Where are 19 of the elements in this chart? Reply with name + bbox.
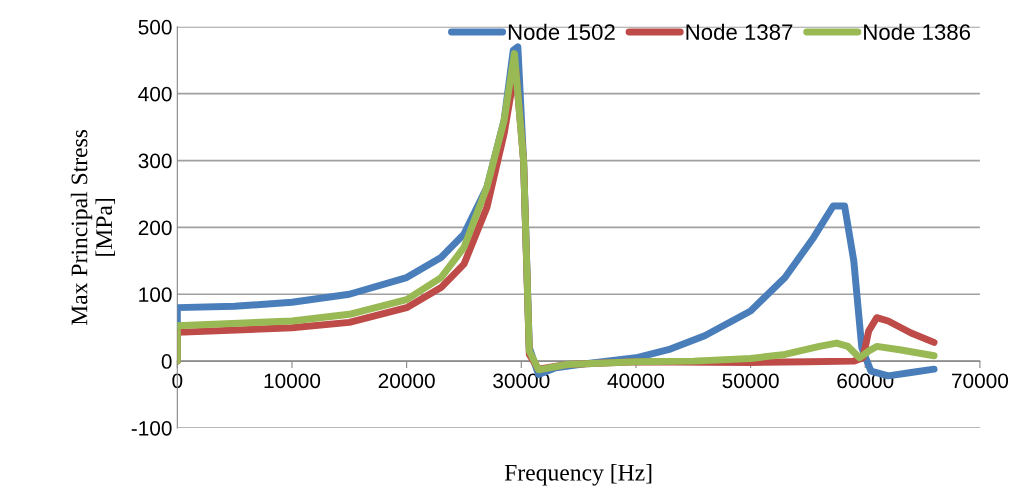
x-axis-title: Frequency [Hz] [504,464,652,486]
y-tick-label: 500 [138,19,172,35]
x-tick-label: 40000 [607,373,665,389]
y-tick-label: 100 [139,287,172,303]
y-tick-label: 0 [161,354,172,369]
x-tick-label: 0 [172,373,183,389]
x-tick-label: 20000 [378,373,435,389]
x-tick-label: 50000 [722,373,779,389]
x-tick-label: 10000 [264,373,321,389]
legend-label: Node 1386 [864,23,971,41]
y-axis-title: Max Principal Stress [MPa] [70,129,116,326]
y-tick-label: -100 [131,420,172,436]
legend-label: Node 1387 [686,23,793,41]
y-tick-label: 300 [138,153,172,169]
x-tick-label: 30000 [493,373,550,389]
y-tick-label: 400 [138,86,172,102]
x-tick-label: 70000 [952,373,1009,389]
legend-label: Node 1502 [508,23,615,41]
y-tick-label: 200 [138,220,172,236]
